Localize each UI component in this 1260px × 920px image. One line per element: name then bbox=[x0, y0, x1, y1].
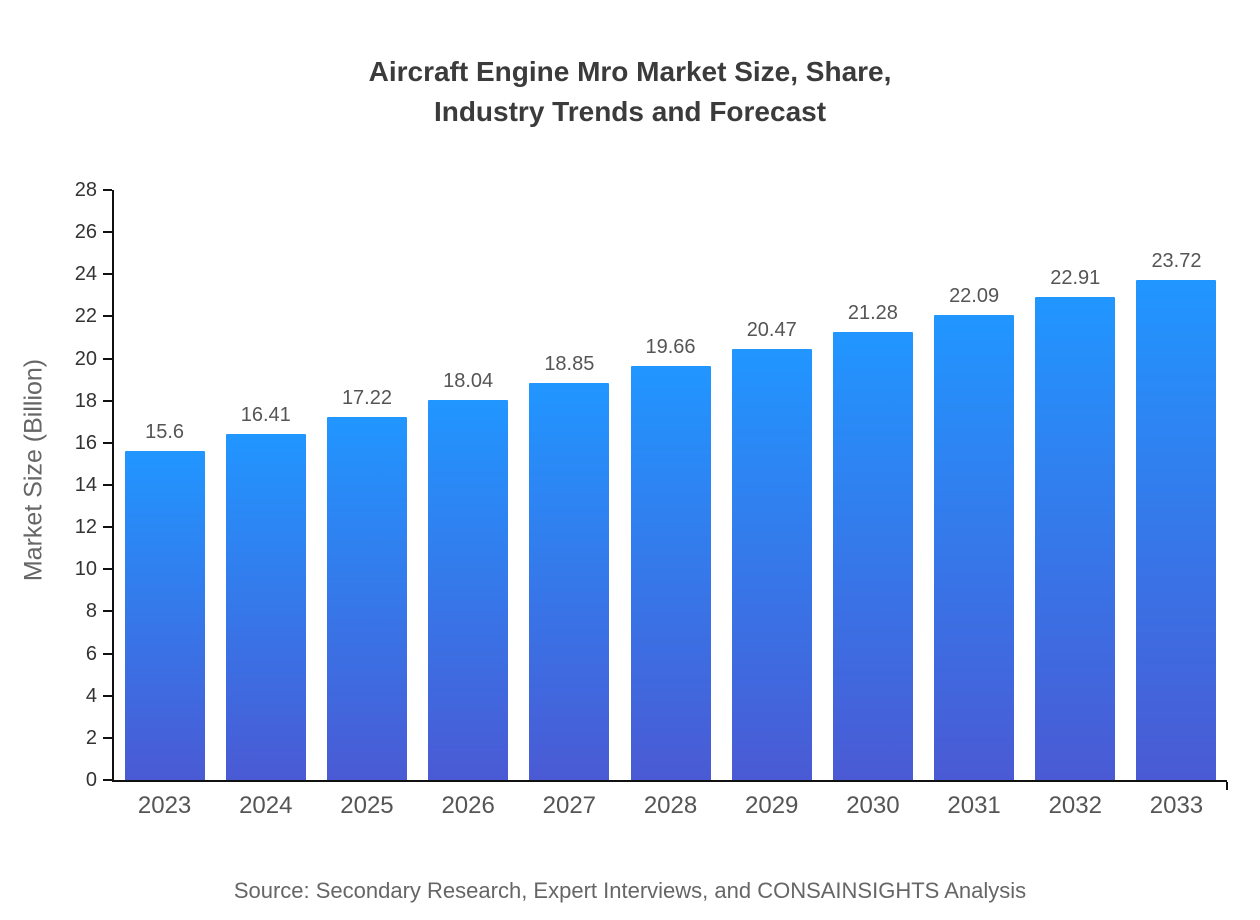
bar-slot: 18.85 bbox=[519, 190, 620, 780]
bar-slot: 20.47 bbox=[721, 190, 822, 780]
bar bbox=[529, 382, 610, 780]
bar-value-label: 22.91 bbox=[1050, 267, 1101, 290]
bar-value-label: 19.66 bbox=[645, 335, 696, 358]
bar-slot: 23.72 bbox=[1126, 190, 1227, 780]
y-tick-label: 26 bbox=[74, 221, 97, 244]
x-tick-label: 2025 bbox=[340, 792, 394, 819]
x-tick-label: 2028 bbox=[643, 792, 698, 819]
bar-value-label: 16.41 bbox=[240, 404, 291, 427]
chart-title-line-1: Aircraft Engine Mro Market Size, Share, bbox=[368, 56, 892, 87]
x-tick-label: 2029 bbox=[745, 792, 799, 819]
bar bbox=[731, 348, 812, 780]
y-tick-mark bbox=[103, 231, 112, 234]
y-tick-mark bbox=[103, 568, 112, 571]
bars-row: 15.6 16.41 17.22 18.04 18.85 19.66 20.47 21.28 2… bbox=[114, 190, 1227, 780]
bar bbox=[225, 434, 306, 780]
y-tick-label: 10 bbox=[74, 558, 97, 581]
x-axis-labels: 2023 2024 2025 2026 2027 2028 2029 2030 2031 2032… bbox=[114, 792, 1227, 820]
bar-slot: 15.6 bbox=[114, 190, 215, 780]
source-text: Source: Secondary Research, Expert Inter… bbox=[233, 878, 1027, 903]
y-tick-mark bbox=[103, 652, 112, 655]
bar-value-label: 18.85 bbox=[544, 352, 595, 375]
bar bbox=[1035, 297, 1116, 780]
y-tick-mark bbox=[103, 484, 112, 486]
bar-value-label: 20.47 bbox=[746, 318, 797, 341]
bar-value-label: 21.28 bbox=[847, 301, 898, 324]
x-tick-label: 2024 bbox=[239, 792, 293, 819]
y-tick-label: 18 bbox=[74, 389, 97, 412]
bar-slot: 22.09 bbox=[924, 190, 1025, 780]
x-tick-label: 2033 bbox=[1149, 792, 1204, 819]
y-tick-mark bbox=[103, 779, 112, 781]
y-tick-mark bbox=[103, 610, 112, 613]
y-tick-mark bbox=[103, 189, 112, 191]
bar bbox=[832, 331, 913, 780]
x-axis-end-tick bbox=[1226, 782, 1228, 790]
y-axis-title: Market Size (Billion) bbox=[19, 358, 48, 582]
bar bbox=[1136, 280, 1217, 780]
bar-slot: 17.22 bbox=[316, 190, 417, 780]
x-tick-label: 2026 bbox=[441, 792, 495, 819]
chart-title: Aircraft Engine Mro Market Size, Share, … bbox=[0, 52, 1260, 132]
bar bbox=[428, 399, 509, 780]
x-tick-label: 2023 bbox=[137, 792, 192, 819]
bar bbox=[326, 417, 407, 780]
y-tick-label: 6 bbox=[85, 642, 97, 665]
bar-slot: 16.41 bbox=[215, 190, 316, 780]
plot-area: 15.6 16.41 17.22 18.04 18.85 19.66 20.47 21.28 2… bbox=[75, 180, 1228, 819]
bar bbox=[124, 451, 205, 780]
y-tick-mark bbox=[103, 526, 112, 529]
x-tick-label: 2030 bbox=[846, 792, 900, 819]
y-tick-label: 24 bbox=[74, 263, 97, 286]
y-tick-mark bbox=[103, 736, 112, 739]
bar-slot: 22.91 bbox=[1025, 190, 1126, 780]
bar-value-label: 18.04 bbox=[443, 369, 494, 392]
y-tick-label: 16 bbox=[74, 431, 97, 454]
x-tick-label: 2032 bbox=[1048, 792, 1102, 819]
y-tick-mark bbox=[103, 273, 112, 276]
y-tick-mark bbox=[103, 694, 112, 697]
bar-slot: 21.28 bbox=[822, 190, 923, 780]
y-tick-mark bbox=[103, 315, 112, 318]
bar-value-label: 23.72 bbox=[1151, 250, 1202, 273]
bar-slot: 19.66 bbox=[620, 190, 721, 780]
y-tick-label: 22 bbox=[74, 305, 97, 328]
bar-slot: 18.04 bbox=[418, 190, 519, 780]
y-tick-label: 20 bbox=[74, 347, 97, 370]
y-tick-mark bbox=[103, 399, 112, 402]
y-tick-label: 8 bbox=[85, 600, 97, 623]
y-tick-label: 28 bbox=[74, 179, 97, 201]
bar-value-label: 22.09 bbox=[949, 284, 1000, 307]
y-tick-mark bbox=[103, 357, 112, 360]
y-tick-mark bbox=[103, 441, 112, 444]
x-tick-label: 2031 bbox=[947, 792, 1001, 819]
y-tick-label: 4 bbox=[85, 684, 97, 707]
chart-title-line-2: Industry Trends and Forecast bbox=[433, 96, 827, 127]
y-tick-label: 2 bbox=[85, 726, 97, 749]
x-tick-label: 2027 bbox=[542, 792, 597, 819]
bar-value-label: 17.22 bbox=[341, 387, 392, 410]
bar-value-label: 15.6 bbox=[145, 421, 185, 444]
y-tick-label: 0 bbox=[85, 769, 97, 791]
y-tick-label: 14 bbox=[74, 474, 97, 496]
y-tick-label: 12 bbox=[74, 516, 97, 539]
bar bbox=[934, 314, 1015, 780]
bar bbox=[630, 365, 711, 780]
